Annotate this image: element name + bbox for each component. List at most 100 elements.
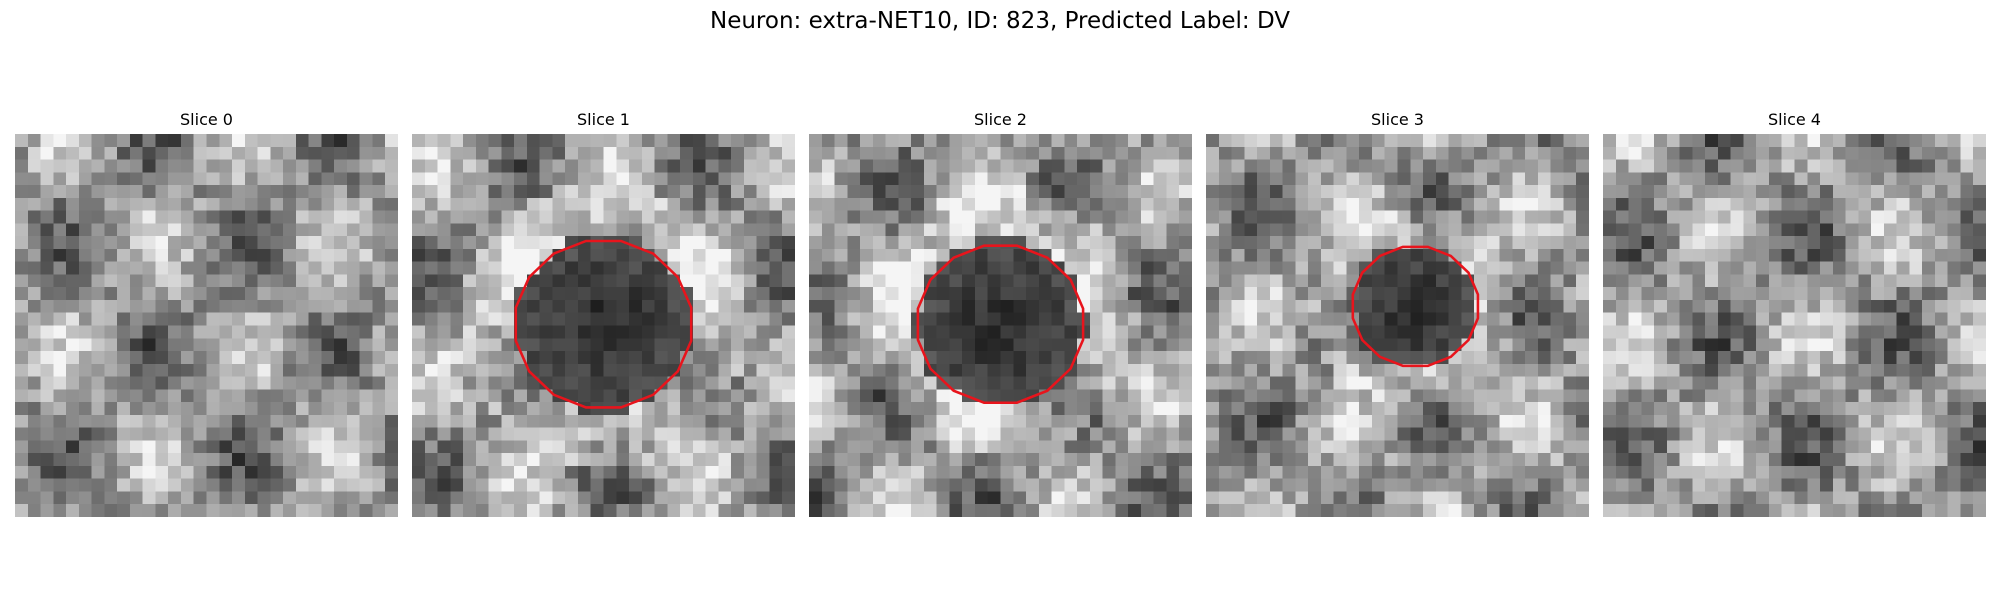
pixel (949, 261, 963, 275)
pixel (1295, 185, 1309, 198)
pixel (1397, 338, 1411, 352)
pixel (1654, 210, 1667, 224)
pixel (821, 504, 835, 517)
pixel (1615, 465, 1629, 479)
pixel (603, 312, 617, 326)
pixel (1435, 363, 1449, 377)
pixel (629, 338, 642, 352)
pixel (1140, 134, 1154, 147)
pixel (1448, 376, 1462, 390)
pixel (1077, 134, 1090, 147)
pixel (372, 440, 386, 454)
pixel (1013, 491, 1027, 505)
pixel (488, 312, 502, 326)
pixel (1692, 299, 1706, 313)
pixel (1960, 299, 1974, 313)
pixel (475, 210, 489, 224)
pixel (155, 210, 169, 224)
pixel (91, 172, 105, 186)
pixel (1909, 414, 1923, 428)
pixel (692, 248, 706, 262)
pixel (1807, 440, 1821, 454)
pixel (552, 453, 566, 466)
pixel (1371, 504, 1385, 517)
pixel (641, 210, 655, 224)
pixel (1140, 478, 1154, 492)
pixel (1603, 248, 1616, 262)
pixel (359, 376, 373, 390)
pixel (539, 389, 553, 403)
pixel (91, 134, 105, 147)
pixel (885, 389, 899, 403)
pixel (1820, 236, 1833, 249)
pixel (1474, 465, 1487, 479)
pixel (756, 402, 770, 415)
pixel (514, 312, 527, 326)
pixel (129, 223, 143, 237)
pixel (1781, 504, 1795, 517)
pixel (885, 427, 899, 441)
pixel (1269, 299, 1283, 313)
pixel (705, 453, 719, 466)
pixel (385, 197, 398, 211)
pixel (1820, 159, 1833, 173)
pixel (1537, 465, 1551, 479)
pixel (1282, 325, 1296, 339)
pixel (308, 134, 322, 147)
pixel (1474, 338, 1487, 352)
pixel (1896, 146, 1910, 160)
pixel (1077, 491, 1090, 505)
pixel (437, 197, 451, 211)
pixel (962, 491, 975, 505)
pixel (1206, 134, 1219, 147)
pixel (308, 325, 322, 339)
pixel (629, 325, 642, 339)
pixel (782, 159, 795, 173)
pixel (501, 389, 515, 403)
pixel (590, 185, 604, 198)
pixel (1038, 287, 1052, 300)
pixel (1384, 376, 1398, 390)
pixel (437, 376, 451, 390)
pixel (1102, 159, 1116, 173)
pixel (743, 478, 757, 492)
pixel (1730, 491, 1744, 505)
pixel (1231, 325, 1245, 339)
pixel (1858, 491, 1872, 505)
pixel (1807, 299, 1821, 313)
pixel (782, 427, 795, 441)
pixel (1410, 376, 1424, 390)
pixel (565, 453, 578, 466)
pixel (923, 440, 937, 454)
pixel (1717, 414, 1731, 428)
pixel (1781, 465, 1795, 479)
pixel (475, 414, 489, 428)
pixel (1922, 248, 1935, 262)
pixel (1947, 274, 1961, 288)
pixel (1973, 351, 1986, 364)
pixel (244, 414, 258, 428)
pixel (385, 185, 398, 198)
pixel (1218, 376, 1232, 390)
pixel (475, 351, 489, 364)
pixel (847, 338, 861, 352)
pixel (949, 338, 963, 352)
pixel (206, 427, 220, 441)
pixel (1730, 402, 1744, 415)
pixel (1026, 299, 1039, 313)
pixel (117, 376, 130, 390)
pixel (705, 414, 719, 428)
pixel (962, 351, 975, 364)
pixel (270, 325, 284, 339)
pixel (1371, 287, 1385, 300)
pixel (565, 159, 578, 173)
pixel (219, 197, 233, 211)
pixel (1474, 376, 1487, 390)
pixel (359, 389, 373, 403)
pixel (488, 402, 502, 415)
pixel (1089, 351, 1103, 364)
pixel (1934, 134, 1948, 147)
pixel (168, 210, 181, 224)
pixel (53, 146, 67, 160)
pixel (1333, 363, 1347, 377)
